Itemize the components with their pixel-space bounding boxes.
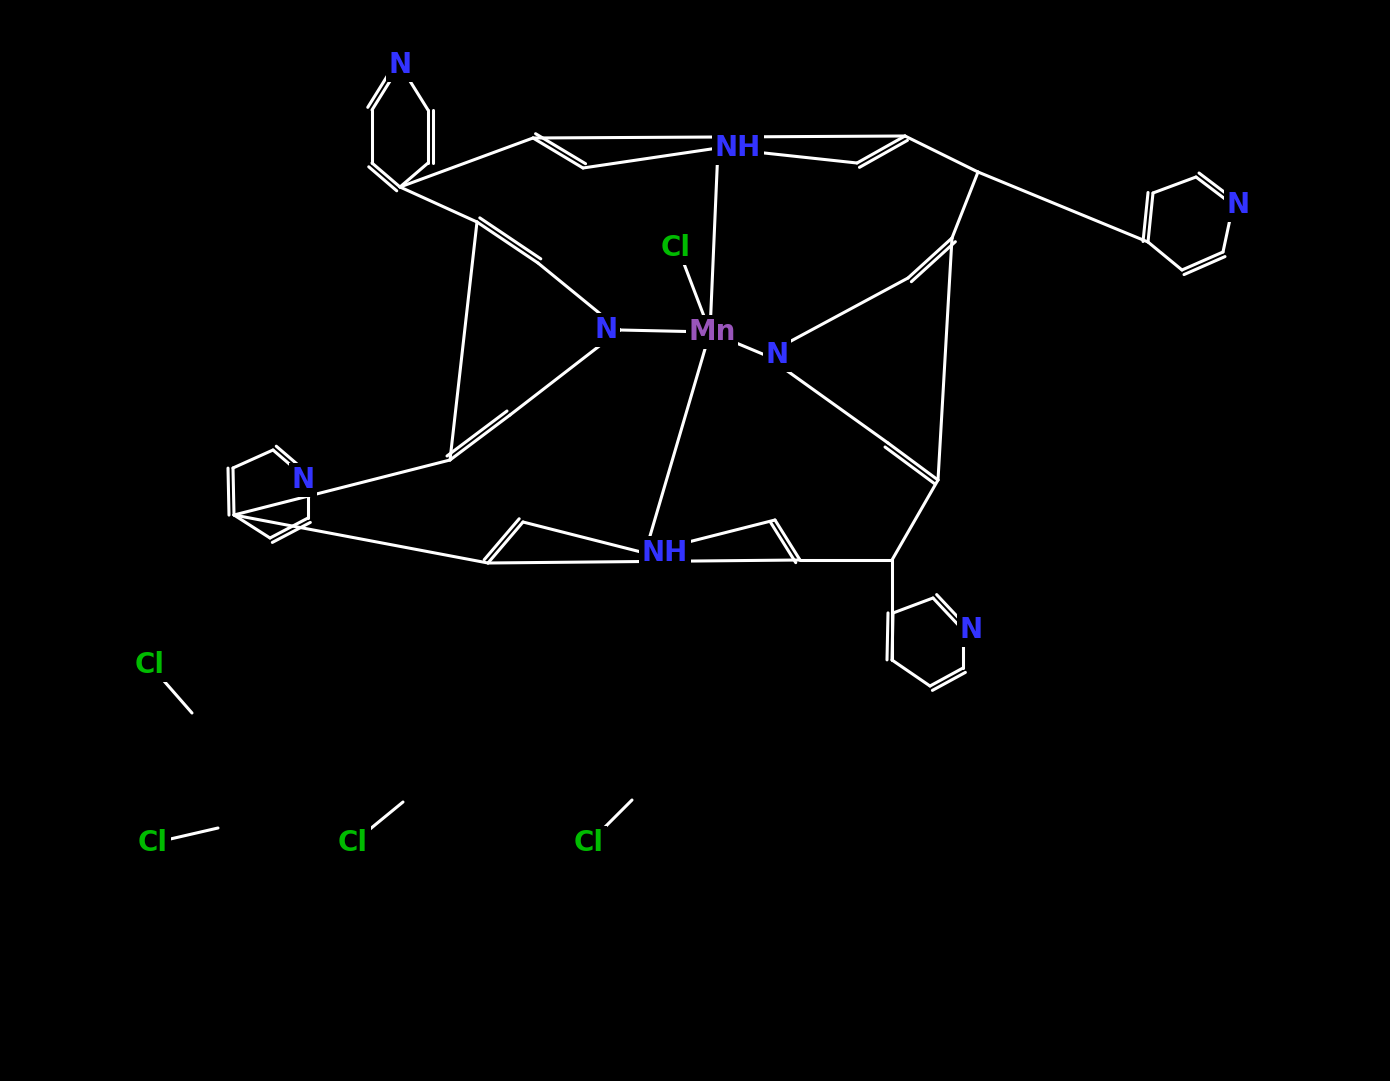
Text: N: N xyxy=(766,341,788,369)
Text: NH: NH xyxy=(642,539,688,568)
Text: Cl: Cl xyxy=(138,829,168,857)
Text: N: N xyxy=(959,616,983,644)
Text: Mn: Mn xyxy=(688,318,735,346)
Text: N: N xyxy=(595,316,617,344)
Text: Cl: Cl xyxy=(338,829,368,857)
Text: Cl: Cl xyxy=(662,233,691,262)
Text: Cl: Cl xyxy=(135,651,165,679)
Text: NH: NH xyxy=(714,134,762,162)
Text: N: N xyxy=(1226,191,1250,219)
Text: N: N xyxy=(292,466,314,494)
Text: Cl: Cl xyxy=(574,829,605,857)
Text: N: N xyxy=(388,51,411,79)
